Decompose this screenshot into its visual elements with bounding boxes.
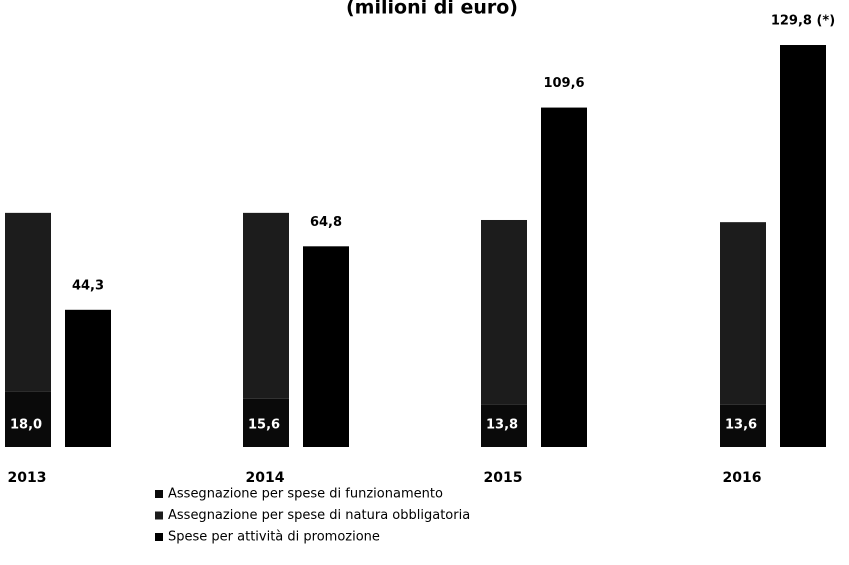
bar-segment [720, 404, 766, 447]
bar-segment [243, 398, 289, 447]
chart-title: (milioni di euro) [346, 0, 518, 19]
value-label: 13,6 [725, 418, 757, 433]
bar-segment [5, 391, 51, 447]
bar [303, 246, 349, 447]
bar-segment [5, 212, 51, 392]
legend-marker [155, 490, 163, 498]
value-label: 15,6 [248, 418, 280, 433]
legend-marker [155, 511, 163, 520]
bar [65, 309, 111, 447]
x-tick-label: 2015 [484, 470, 523, 486]
x-tick-label: 2014 [246, 470, 285, 486]
value-label: 109,6 [543, 76, 584, 91]
bar [541, 107, 587, 448]
bar [780, 45, 826, 447]
value-label: 13,8 [486, 418, 518, 433]
legend-label: Assegnazione per spese di natura obbliga… [168, 508, 470, 523]
value-label: 18,0 [10, 418, 42, 433]
legend-marker [155, 533, 163, 541]
bar-segment [720, 222, 766, 405]
legend-label: Assegnazione per spese di funzionamento [168, 487, 443, 502]
value-label: 129,8 (*) [771, 14, 835, 29]
value-label: 44,3 [72, 278, 104, 293]
legend-label: Spese per attività di promozione [168, 530, 380, 545]
bar-segment [481, 219, 527, 405]
value-label: 64,8 [310, 215, 342, 230]
x-tick-label: 2013 [8, 470, 47, 486]
x-tick-label: 2016 [723, 470, 762, 486]
bar-segment [243, 212, 289, 399]
bar-segment [481, 404, 527, 447]
